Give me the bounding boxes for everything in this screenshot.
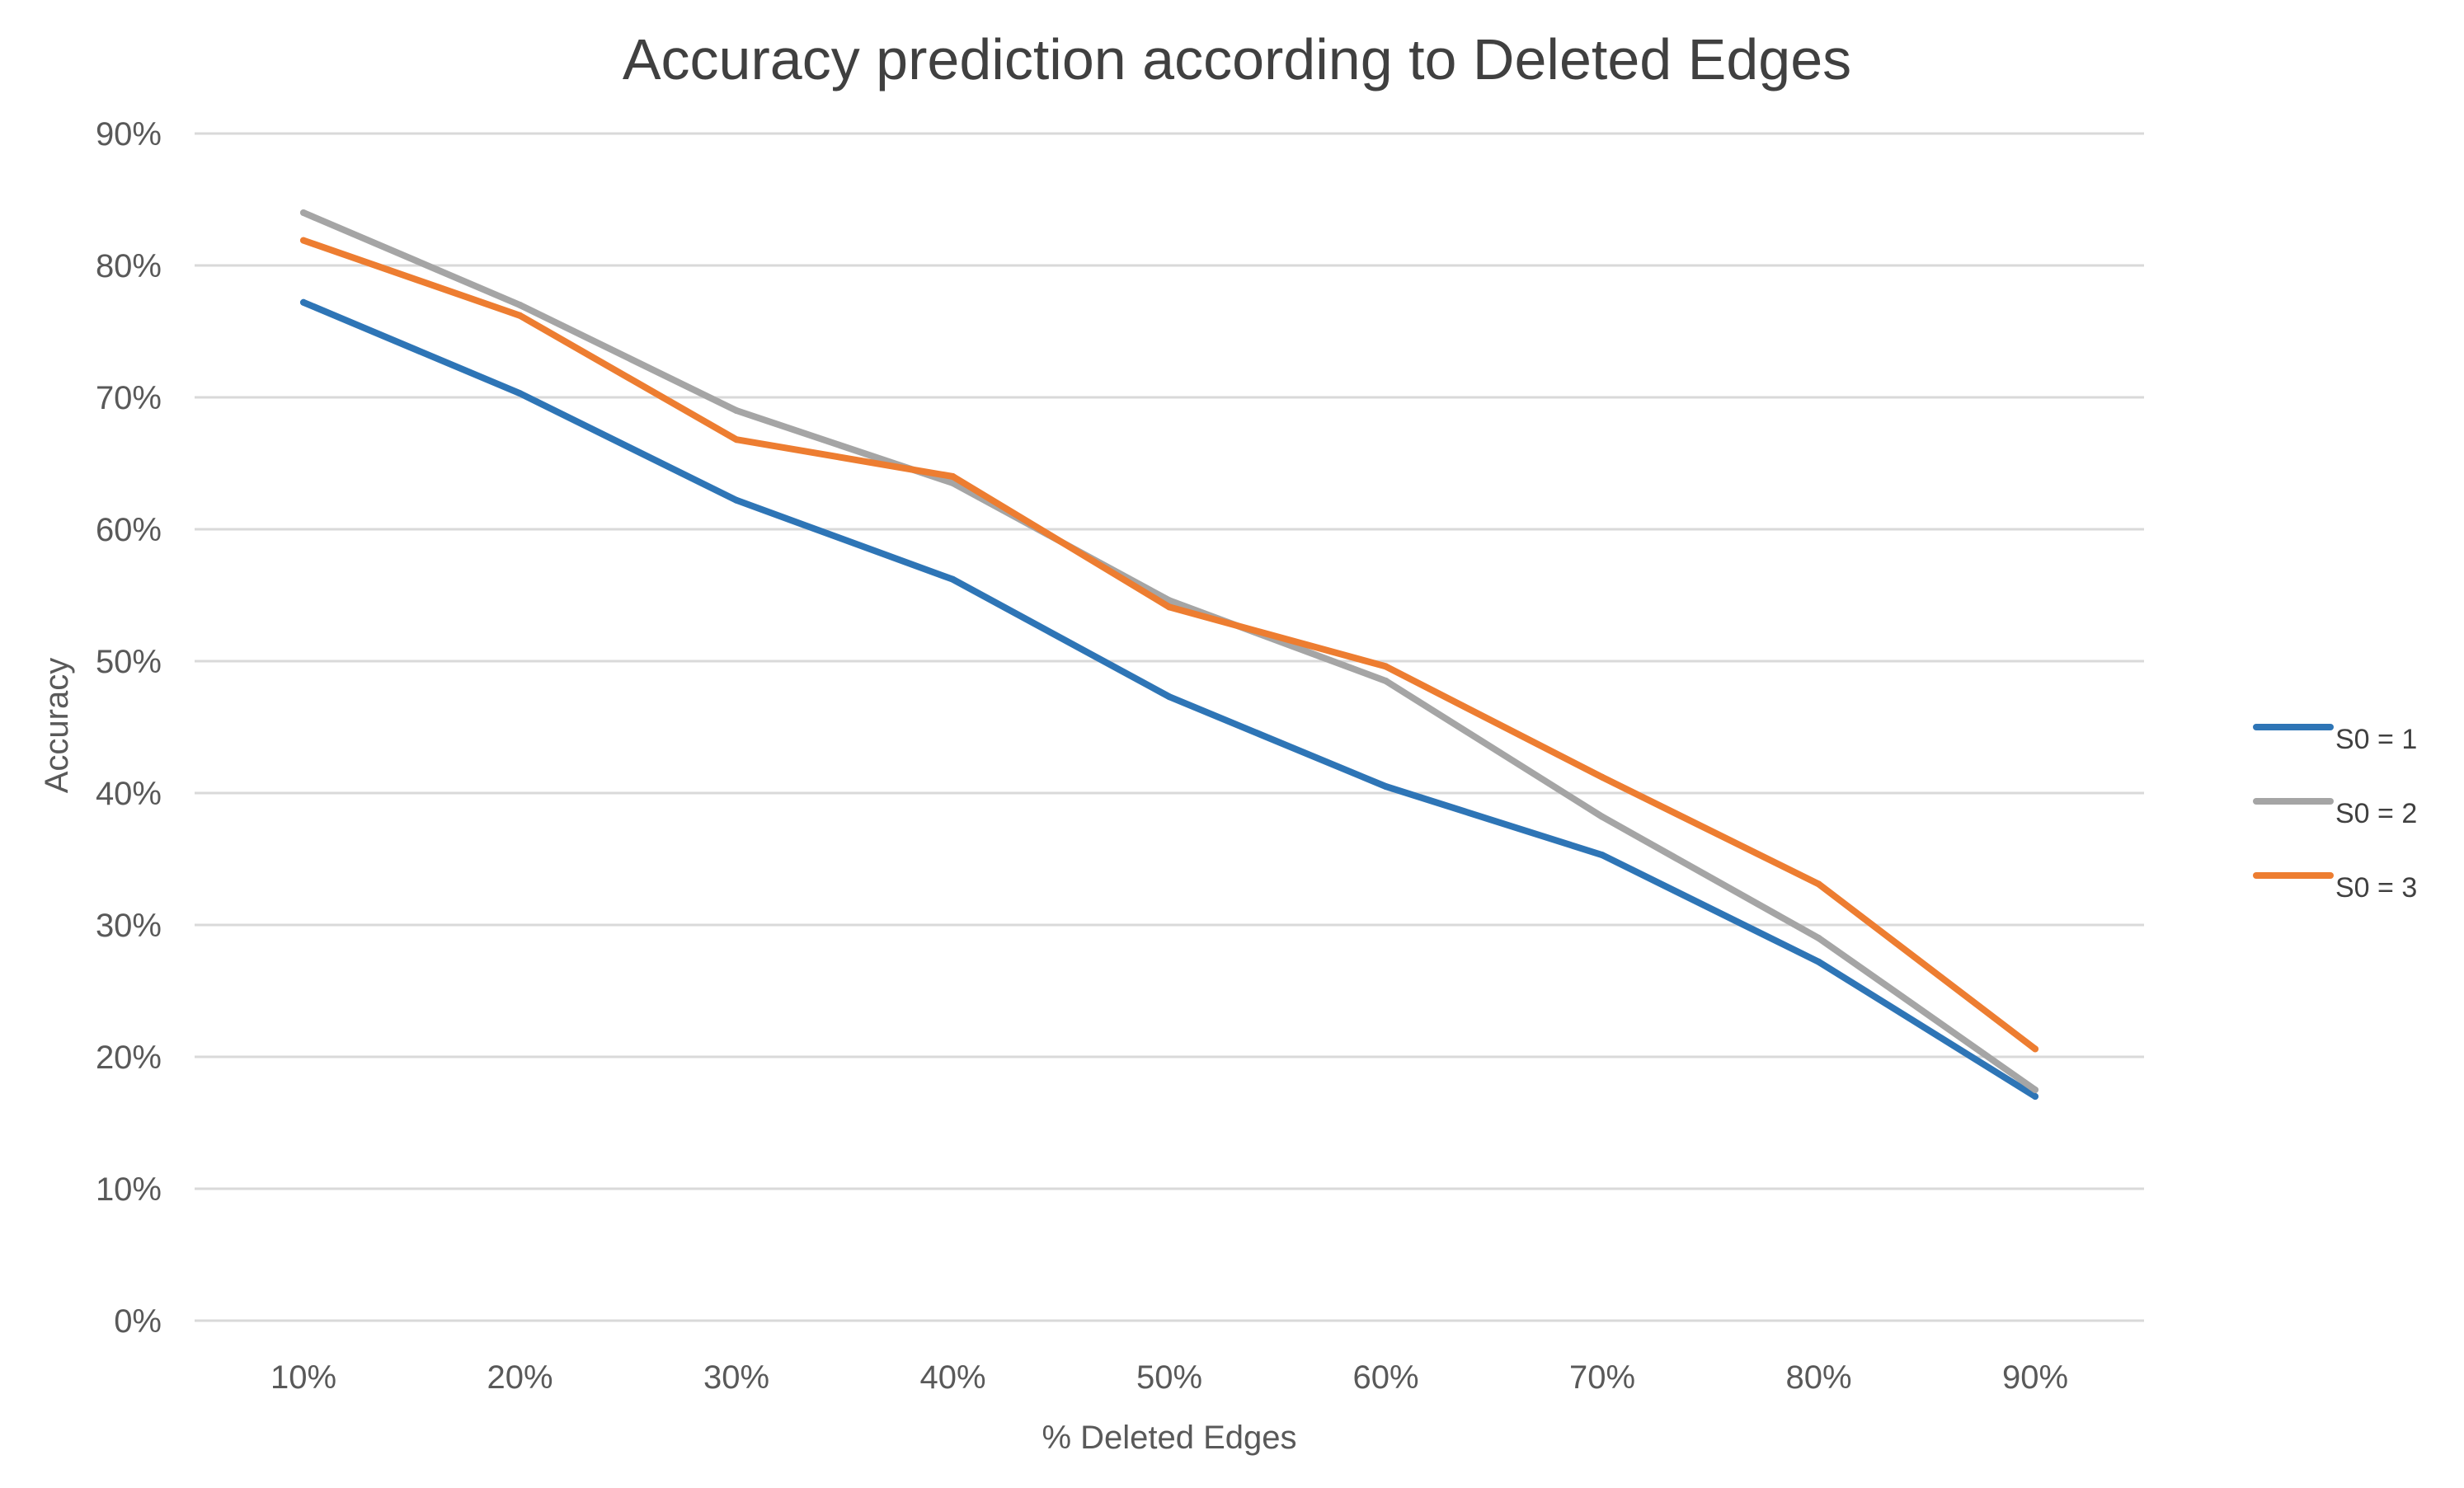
data-point [1382, 663, 1390, 670]
y-tick-label: 40% [96, 776, 162, 812]
legend-label: S0 = 2 [2335, 798, 2417, 829]
legend-label: S0 = 1 [2335, 724, 2417, 755]
x-tick-label: 80% [1785, 1359, 1851, 1396]
data-point [1166, 597, 1173, 604]
data-point [516, 312, 524, 319]
data-point [733, 496, 740, 504]
data-point [1599, 773, 1606, 781]
y-tick-label: 50% [96, 644, 162, 680]
x-tick-label: 40% [919, 1359, 985, 1396]
data-point [2032, 1093, 2038, 1100]
data-point [300, 237, 307, 244]
x-tick-label: 20% [487, 1359, 553, 1396]
x-tick-label: 10% [270, 1359, 336, 1396]
y-tick-label: 70% [96, 380, 162, 416]
x-axis-ticks: 10% 20% 30% 40% 50% 60% 70% 80% 90% [270, 1359, 2068, 1396]
data-point [1166, 693, 1173, 701]
chart-title: Accuracy prediction according to Deleted… [623, 27, 1851, 92]
data-point [949, 473, 957, 480]
legend: S0 = 1 S0 = 2 S0 = 3 [2253, 724, 2417, 904]
data-point [1815, 935, 1822, 941]
x-tick-label: 60% [1352, 1359, 1418, 1396]
y-axis-ticks: 0% 10% 20% 30% 40% 50% 60% 70% 80% 90% [96, 116, 162, 1340]
data-point [1382, 678, 1390, 684]
x-tick-label: 90% [2002, 1359, 2068, 1396]
y-tick-label: 30% [96, 908, 162, 944]
data-point [1166, 603, 1173, 611]
data-point [1815, 880, 1822, 888]
data-point [2032, 1045, 2038, 1053]
gridlines [195, 132, 2144, 1322]
x-axis-title: % Deleted Edges [1042, 1420, 1296, 1456]
y-tick-label: 0% [114, 1303, 162, 1340]
x-tick-label: 30% [703, 1359, 769, 1396]
data-point [2032, 1087, 2038, 1093]
series-line-s0-3 [300, 237, 2038, 1053]
data-point [1599, 813, 1606, 820]
data-point [733, 436, 740, 444]
y-tick-label: 60% [96, 512, 162, 548]
data-point [516, 302, 524, 308]
legend-label: S0 = 3 [2335, 872, 2417, 904]
data-point [1599, 852, 1606, 859]
y-axis-title: Accuracy [39, 658, 75, 794]
series-line-s0-2 [300, 209, 2038, 1093]
x-tick-label: 50% [1136, 1359, 1202, 1396]
data-point [1382, 783, 1390, 790]
data-point [516, 390, 524, 397]
data-point [300, 209, 307, 216]
data-point [300, 298, 307, 306]
y-tick-label: 10% [96, 1171, 162, 1208]
data-point [733, 407, 740, 414]
y-tick-label: 80% [96, 248, 162, 284]
data-point [949, 480, 957, 486]
y-tick-label: 20% [96, 1040, 162, 1076]
data-point [949, 575, 957, 583]
y-tick-label: 90% [96, 116, 162, 153]
series-lines [300, 209, 2038, 1100]
x-tick-label: 70% [1569, 1359, 1635, 1396]
data-point [1815, 958, 1822, 965]
